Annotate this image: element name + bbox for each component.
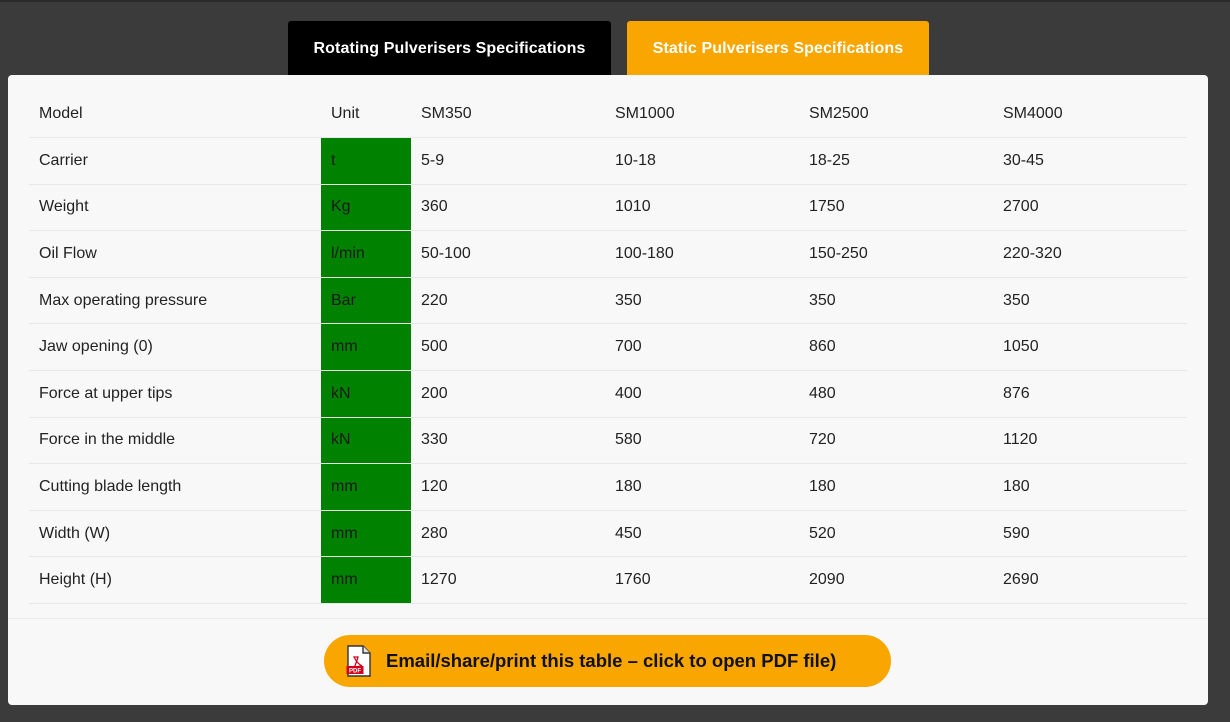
svg-text:PDF: PDF [349,669,361,675]
column-header-sm350: SM350 [411,91,605,139]
table-body: Carrier t 5-9 10-18 18-25 30-45 Weight Kg 360 101… [29,137,1187,605]
unit-cell: mm [321,510,411,558]
column-header-sm4000: SM4000 [993,91,1187,139]
table-row: Max operating pressure Bar 220 350 350 350 [29,277,1187,325]
value-cell: 30-45 [993,137,1187,185]
value-cell: 220-320 [993,230,1187,278]
table-header-row: Model Unit SM350 SM1000 SM2500 SM4000 [29,91,1187,139]
value-cell: 400 [605,370,799,418]
table-row: Carrier t 5-9 10-18 18-25 30-45 [29,137,1187,185]
value-cell: 180 [605,463,799,511]
row-label: Force at upper tips [29,370,321,418]
unit-cell: mm [321,463,411,511]
value-cell: 1010 [605,184,799,232]
table-row: Jaw opening (0) mm 500 700 860 1050 [29,323,1187,372]
value-cell: 50-100 [411,230,605,278]
value-cell: 2690 [993,556,1187,605]
unit-cell: kN [321,417,411,465]
value-cell: 580 [605,417,799,465]
value-cell: 10-18 [605,137,799,185]
row-label: Jaw opening (0) [29,323,321,372]
row-label: Cutting blade length [29,463,321,511]
value-cell: 590 [993,510,1187,558]
value-cell: 1050 [993,323,1187,372]
value-cell: 1750 [799,184,993,232]
specifications-table: Model Unit SM350 SM1000 SM2500 SM4000 Ca… [29,91,1187,605]
tab-rotating-pulverisers[interactable]: Rotating Pulverisers Specifications [288,21,611,77]
value-cell: 100-180 [605,230,799,278]
value-cell: 360 [411,184,605,232]
value-cell: 1270 [411,556,605,605]
unit-cell: Bar [321,277,411,325]
value-cell: 2090 [799,556,993,605]
unit-cell: mm [321,556,411,605]
pdf-file-icon: PDF [346,645,371,677]
value-cell: 330 [411,417,605,465]
value-cell: 2700 [993,184,1187,232]
value-cell: 200 [411,370,605,418]
value-cell: 180 [799,463,993,511]
table-row: Oil Flow l/min 50-100 100-180 150-250 220-320 [29,230,1187,278]
value-cell: 220 [411,277,605,325]
value-cell: 720 [799,417,993,465]
unit-cell: Kg [321,184,411,232]
row-label: Force in the middle [29,417,321,465]
row-label: Width (W) [29,510,321,558]
open-pdf-label: Email/share/print this table – click to … [386,650,837,671]
column-header-model: Model [29,91,321,139]
value-cell: 1760 [605,556,799,605]
value-cell: 450 [605,510,799,558]
tab-static-pulverisers[interactable]: Static Pulverisers Specifications [627,21,929,77]
column-header-unit: Unit [321,91,411,139]
open-pdf-button[interactable]: PDF Email/share/print this table – click… [324,635,891,687]
table-row: Force in the middle kN 330 580 720 1120 [29,417,1187,465]
unit-cell: l/min [321,230,411,278]
value-cell: 700 [605,323,799,372]
row-label: Carrier [29,137,321,185]
value-cell: 350 [605,277,799,325]
value-cell: 18-25 [799,137,993,185]
value-cell: 860 [799,323,993,372]
specifications-panel: Model Unit SM350 SM1000 SM2500 SM4000 Ca… [8,75,1208,705]
value-cell: 180 [993,463,1187,511]
row-label: Height (H) [29,556,321,605]
value-cell: 480 [799,370,993,418]
unit-cell: kN [321,370,411,418]
value-cell: 5-9 [411,137,605,185]
table-row: Weight Kg 360 1010 1750 2700 [29,184,1187,232]
unit-cell: t [321,137,411,185]
table-row: Height (H) mm 1270 1760 2090 2690 [29,556,1187,605]
table-row: Cutting blade length mm 120 180 180 180 [29,463,1187,511]
value-cell: 350 [799,277,993,325]
value-cell: 1120 [993,417,1187,465]
column-header-sm2500: SM2500 [799,91,993,139]
value-cell: 876 [993,370,1187,418]
value-cell: 150-250 [799,230,993,278]
column-header-sm1000: SM1000 [605,91,799,139]
value-cell: 500 [411,323,605,372]
value-cell: 280 [411,510,605,558]
table-row: Width (W) mm 280 450 520 590 [29,510,1187,558]
value-cell: 120 [411,463,605,511]
tab-bar: Rotating Pulverisers Specifications Stat… [0,21,1230,77]
unit-cell: mm [321,323,411,372]
row-label: Weight [29,184,321,232]
value-cell: 520 [799,510,993,558]
table-row: Force at upper tips kN 200 400 480 876 [29,370,1187,418]
row-label: Oil Flow [29,230,321,278]
divider [8,618,1208,619]
value-cell: 350 [993,277,1187,325]
row-label: Max operating pressure [29,277,321,325]
